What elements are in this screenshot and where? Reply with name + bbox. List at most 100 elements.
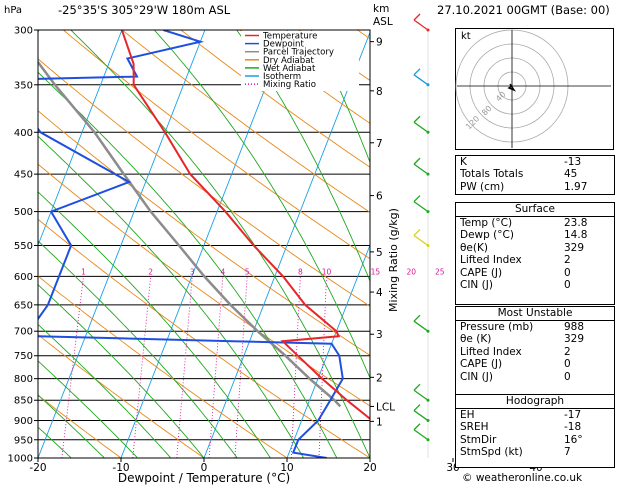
mixing-ratio-line-10 xyxy=(318,276,327,458)
index-row-k: K -13 xyxy=(460,156,582,168)
dry-adiabat-40 xyxy=(38,110,370,356)
km-label-5: 5 xyxy=(376,247,383,259)
wind-barb-flag-950 xyxy=(413,423,421,431)
legend-entry-2: Parcel Trajectory xyxy=(263,48,334,58)
wet-adiabat-4 xyxy=(38,240,238,458)
km-label-2: 2 xyxy=(376,372,383,384)
pressure-label-400: 400 xyxy=(14,128,33,139)
pressure-label-1000: 1000 xyxy=(8,454,33,465)
surface-title: Surface xyxy=(514,203,555,215)
legend-entry-6: Mixing Ratio xyxy=(263,80,316,90)
parcel-trajectory-line xyxy=(38,60,342,408)
wind-barb-500 xyxy=(413,201,429,213)
wind-dot-450 xyxy=(426,172,430,176)
index-row-pw: PW (cm) 1.97 xyxy=(460,180,588,193)
legend-background xyxy=(241,31,359,91)
mu-row-thetae: θe (K) 329 xyxy=(460,333,585,346)
surface-row-cape: CAPE (J) 0 xyxy=(460,266,571,279)
pressure-label-900: 900 xyxy=(14,416,33,427)
mixing-ratio-line-15 xyxy=(371,276,375,458)
wet-adiabat-12 xyxy=(38,135,304,458)
wind-dot-950 xyxy=(426,438,430,442)
wind-barb-flag-300 xyxy=(413,13,421,21)
wind-barb-300 xyxy=(413,19,429,31)
mixing-ratio-line-4 xyxy=(208,276,224,458)
legend-entry-4: Wet Adiabat xyxy=(263,64,316,74)
wind-barb-flag-400 xyxy=(413,115,421,123)
asl-label: ASL xyxy=(373,16,393,28)
mixing-ratio-labels: 1 2 3 4 5 8 10 15 20 25 xyxy=(81,267,445,276)
location-title: -25°35'S 305°29'W 180m ASL xyxy=(58,3,231,17)
datetime-title: 27.10.2021 00GMT (Base: 00) xyxy=(437,3,610,17)
legend-entry-0: Temperature xyxy=(262,32,317,42)
most-unstable-table: Most Unstable Pressure (mb) 988 θe (K) 329… xyxy=(455,306,615,396)
hodo-row-sreh: SREH -18 xyxy=(460,421,582,434)
km-label-6: 6 xyxy=(376,191,383,203)
dewpoint-line xyxy=(38,30,344,458)
mixing-ratio-line-3 xyxy=(176,276,193,458)
pressure-label-550: 550 xyxy=(14,241,33,252)
temperature-line xyxy=(120,30,370,421)
surface-table: Surface Temp (°C) 23.8 Dewp (°C) 14.8 θe(K… xyxy=(455,202,615,305)
x-axis-label: Dewpoint / Temperature (°C) xyxy=(118,471,290,485)
mixing-ratio-label-2: 2 xyxy=(148,267,153,276)
wind-barb-700 xyxy=(413,320,429,332)
legend-entry-1: Dewpoint xyxy=(263,40,304,50)
dry-adiabat-80 xyxy=(180,30,370,168)
wind-barb-flag-850 xyxy=(413,383,421,391)
wind-barb-flag-450 xyxy=(413,157,421,165)
most-unstable-title: Most Unstable xyxy=(497,307,573,319)
wind-dot-350 xyxy=(426,83,430,87)
km-label-3: 3 xyxy=(376,329,383,341)
hodograph-kt-label: kt xyxy=(461,31,471,42)
mixing-ratio-label-15: 15 xyxy=(371,267,381,276)
hodo-row-stmdir: StmDir 16° xyxy=(460,433,583,446)
km-label-4: 4 xyxy=(376,287,383,299)
dry-adiabat--10 xyxy=(38,394,122,458)
hodo-row-stmspd: StmSpd (kt) 7 xyxy=(460,446,571,459)
wet-adiabat--4 xyxy=(38,323,172,458)
surface-row-temp: Temp (°C) 23.8 xyxy=(456,216,614,229)
wind-dot-900 xyxy=(426,419,430,423)
km-label-9: 9 xyxy=(376,37,383,49)
hodograph-title: Hodograph xyxy=(505,395,565,407)
wind-barb-flag-350 xyxy=(413,68,421,76)
wet-adiabat-28 xyxy=(236,30,370,283)
wind-barb-950 xyxy=(413,429,429,441)
mixing-ratio-line-2 xyxy=(132,276,152,458)
km-label-LCL: LCL xyxy=(376,401,395,413)
wind-barb-350 xyxy=(413,74,429,86)
temp-label--10: -10 xyxy=(112,462,129,474)
mixing-ratio-label-10: 10 xyxy=(322,267,332,276)
wind-dot-300 xyxy=(426,28,430,32)
pressure-label-350: 350 xyxy=(14,80,33,91)
pressure-label-850: 850 xyxy=(14,396,33,407)
pressure-label-300: 300 xyxy=(14,26,33,37)
wet-adiabat--12 xyxy=(38,394,105,458)
wet-adiabat-20 xyxy=(70,30,370,458)
dry-adiabat-60 xyxy=(63,30,370,260)
profiles xyxy=(38,30,370,458)
pressure-label-650: 650 xyxy=(14,300,33,311)
mixing-ratio-label-5: 5 xyxy=(245,267,250,276)
mu-row-cape: CAPE (J) 0 xyxy=(460,358,571,371)
mixing-ratio-label-3: 3 xyxy=(190,267,195,276)
wet-adiabat-16 xyxy=(38,71,338,458)
wet-adiabat-24 xyxy=(153,30,370,379)
km-label-8: 8 xyxy=(376,86,383,98)
isotherm-10 xyxy=(286,243,370,458)
wet-adiabat-0 xyxy=(38,284,205,458)
hodograph: kt 120 80 40 xyxy=(455,28,614,150)
wet-adiabat-32 xyxy=(310,30,370,164)
dry-adiabat-0 xyxy=(38,334,205,458)
hodo-row-eh: EH -17 xyxy=(456,408,614,421)
wind-dot-700 xyxy=(426,329,430,333)
isotherm-50 xyxy=(619,30,629,458)
mixing-ratio-label-20: 20 xyxy=(407,267,417,276)
wind-barb-850 xyxy=(413,389,429,401)
wind-barb-400 xyxy=(413,121,429,133)
hodograph-table: Hodograph EH -17 SREH -18 StmDir 16° StmSpd… xyxy=(455,394,615,468)
legend-entry-5: Isotherm xyxy=(263,72,301,82)
indices-table: K -13 Totals Totals 45 PW (cm) 1.97 xyxy=(455,155,615,195)
